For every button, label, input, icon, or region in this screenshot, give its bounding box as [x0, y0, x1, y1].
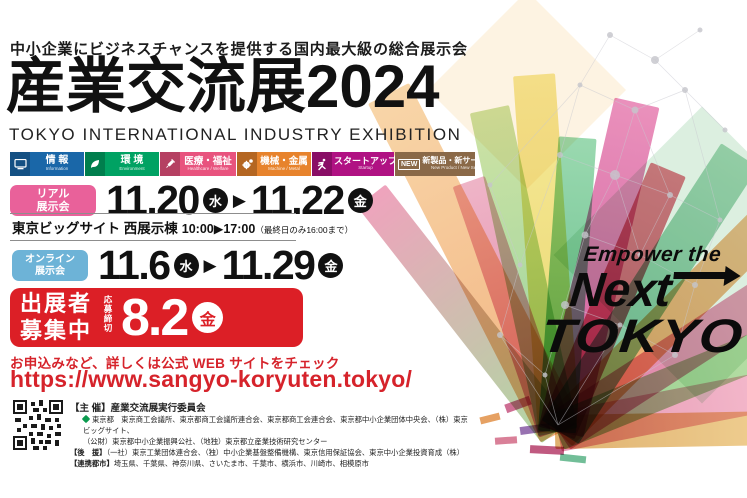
date-arrow-icon: ▶ — [232, 190, 246, 210]
deadline-day: 金 — [192, 302, 224, 333]
online-start-date: 11.6 — [98, 242, 171, 288]
support-line: 【後 援】（一社）東京工業団体連合会、（独）中小企業基盤整備機構、東京信用保証協… — [70, 447, 465, 457]
network-graphic — [487, 27, 728, 426]
real-start-day: 水 — [202, 188, 228, 213]
category-machine: 機械・金属 Machine / Metal — [237, 152, 311, 176]
qr-code[interactable] — [13, 400, 63, 450]
deadline-date: 8.2 — [121, 288, 189, 347]
date-arrow-icon: ▶ — [203, 255, 217, 275]
leaf-icon — [85, 152, 105, 176]
category-startup: スタートアップ Startup — [312, 152, 394, 176]
category-healthcare: 医療・福祉 Healthcare / Welfare — [160, 152, 236, 176]
venue-hours: 10:00▶17:00 — [181, 222, 256, 236]
tokyo-symbol-icon — [81, 414, 91, 424]
venue-note: （最終日のみ16:00まで） — [255, 225, 354, 235]
recruit-title: 出展者 募集中 — [20, 291, 93, 343]
real-end-day: 金 — [347, 188, 373, 213]
category-information: 情 報 Information — [10, 152, 84, 176]
venue-name: 東京ビッグサイト 西展示棟 — [12, 221, 178, 236]
category-badges: 情 報 Information 環 境 Environment 医療・福祉 Healt… — [10, 152, 475, 176]
footer: 【主 催】産業交流展実行委員会 東京都 東京商工会議所、東京都商工会議所連合会、… — [13, 400, 472, 470]
category-environment: 環 境 Environment — [85, 152, 159, 176]
organizer-info: 【主 催】産業交流展実行委員会 東京都 東京商工会議所、東京都商工会議所連合会、… — [70, 400, 472, 470]
online-exhibition-badge: オンライン 展示会 — [12, 250, 88, 281]
online-start-day: 水 — [173, 253, 199, 278]
organizer-detail: 東京都 東京商工会議所、東京都商工会議所連合会、東京都商工会連合会、東京都中小企… — [81, 414, 468, 435]
gear-icon — [237, 152, 257, 176]
cities-line: 【連携都市】埼玉県、千葉県、神奈川県、さいたま市、千葉市、横浜市、川崎市、相模原… — [70, 458, 369, 468]
hero-slogan: Empower the Next TOKYO — [538, 243, 747, 363]
online-end-day: 金 — [318, 253, 344, 278]
online-end-date: 11.29 — [221, 242, 316, 288]
online-exhibition-dates: オンライン 展示会 11.6 水 ▶ 11.29 金 — [12, 245, 345, 286]
new-badge: NEW — [398, 158, 421, 170]
recruit-box: 出展者 募集中 応募締切 8.2 金 — [10, 288, 303, 347]
page-title: 産業交流展2024 — [6, 53, 440, 120]
category-new-product: NEW 新製品・新サービスNew Product / New Service — [395, 152, 475, 176]
subtitle-en: TOKYO INTERNATIONAL INDUSTRY EXHIBITION — [9, 125, 462, 144]
real-exhibition-badge: リアル 展示会 — [10, 185, 96, 216]
organizer-detail: （公財）東京都中小企業振興公社、（地独）東京都立産業技術研究センター — [83, 436, 328, 446]
venue-bar: 東京ビッグサイト 西展示棟 10:00▶17:00 （最終日のみ16:00まで） — [10, 213, 353, 241]
organizer-line: 【主 催】産業交流展実行委員会 — [70, 403, 206, 414]
cta-note: お申込みなど、詳しくは公式 WEB サイトをチェック — [10, 356, 340, 371]
runner-icon — [312, 152, 332, 176]
monitor-icon — [10, 152, 30, 176]
hero-line-tokyo: TOKYO — [538, 309, 747, 363]
deadline-label: 応募締切 — [103, 294, 114, 333]
arrow-right-icon — [673, 272, 727, 279]
hero-line-next: Next — [567, 264, 747, 317]
tagline: 中小企業にビジネスチャンスを提供する国内最大級の総合展示会 — [10, 41, 468, 58]
syringe-icon — [160, 152, 180, 176]
official-site-link[interactable]: https://www.sangyo-koryuten.tokyo/ — [10, 366, 413, 392]
